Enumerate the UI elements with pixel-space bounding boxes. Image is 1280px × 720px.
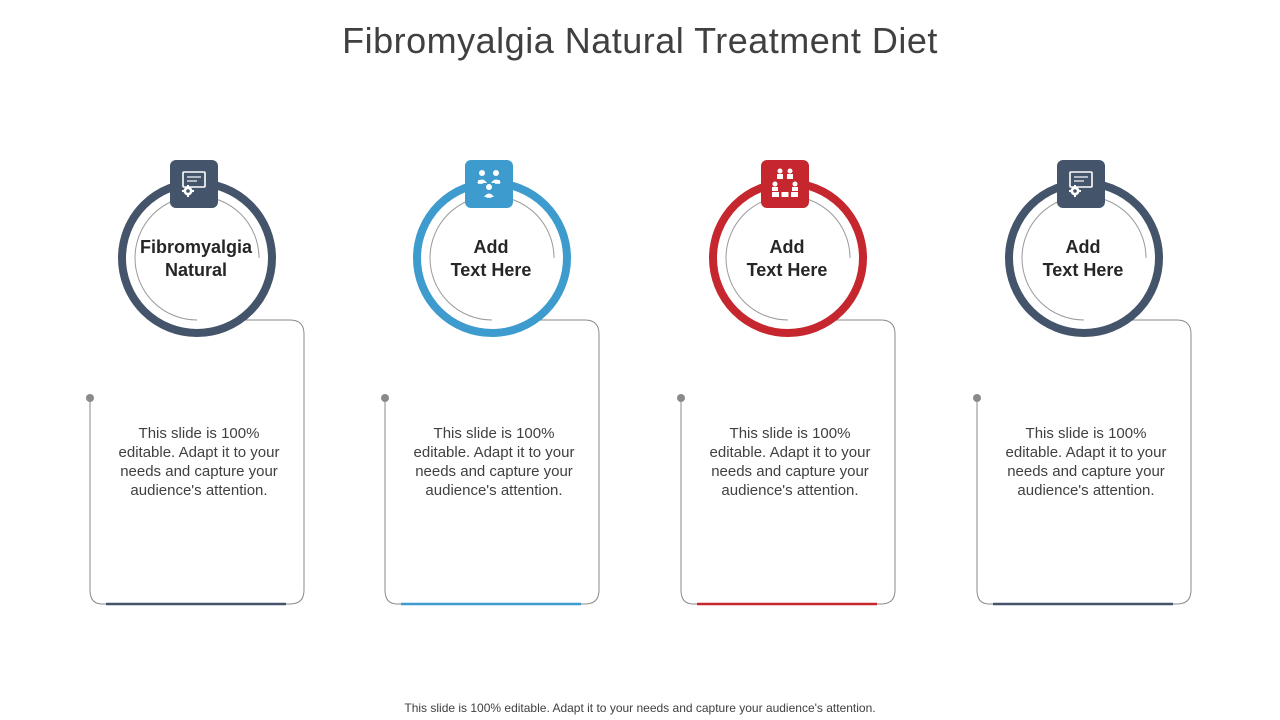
monitor-gear-icon: [170, 160, 218, 208]
step-card-1: Fibromyalgia Natural This slide is 100% ed…: [86, 158, 328, 608]
step-card-2: Add Text Here This slide is 100% editable.…: [381, 158, 623, 608]
step-card-3: Add Text Here This slide is 100% editable.…: [677, 158, 919, 608]
card-description: This slide is 100% editable. Adapt it to…: [413, 425, 575, 499]
ring-label: Add Text Here: [997, 236, 1169, 282]
ring-label: Add Text Here: [405, 236, 577, 282]
inner-ring: [1021, 195, 1147, 321]
card-frame: [381, 179, 600, 606]
inner-ring: [429, 195, 555, 321]
ring-label-line-2: Natural: [164, 260, 227, 280]
ring-label-line-2: Text Here: [450, 260, 532, 280]
ring-label: Add Text Here: [701, 236, 873, 282]
bullet-dot: [381, 394, 389, 402]
monitor-gear-icon: [1057, 160, 1105, 208]
footer-note: This slide is 100% editable. Adapt it to…: [404, 701, 876, 715]
bullet-dot: [973, 394, 981, 402]
ring-label-line-2: Text Here: [1042, 260, 1124, 280]
ring-label-line-1: Add: [473, 237, 509, 257]
voting-people-icon: [761, 160, 809, 208]
ring-label: Fibromyalgia Natural: [110, 236, 282, 282]
bullet-dot: [677, 394, 685, 402]
inner-ring: [725, 195, 851, 321]
ring-label-line-2: Text Here: [746, 260, 828, 280]
bullet-dot: [86, 394, 94, 402]
ring-label-line-1: Add: [1065, 237, 1101, 257]
inner-ring: [134, 195, 260, 321]
people-network-icon: [465, 160, 513, 208]
card-frame: [86, 179, 305, 606]
card-frame: [677, 179, 896, 606]
page-title: Fibromyalgia Natural Treatment Diet: [342, 20, 938, 61]
ring-label-line-1: Fibromyalgia: [139, 237, 253, 257]
card-description: This slide is 100% editable. Adapt it to…: [1005, 425, 1167, 499]
ring-label-line-1: Add: [769, 237, 805, 257]
card-description: This slide is 100% editable. Adapt it to…: [709, 425, 871, 499]
card-frame: [973, 179, 1192, 606]
step-card-4: Add Text Here This slide is 100% editable.…: [973, 158, 1215, 608]
card-description: This slide is 100% editable. Adapt it to…: [118, 425, 280, 499]
